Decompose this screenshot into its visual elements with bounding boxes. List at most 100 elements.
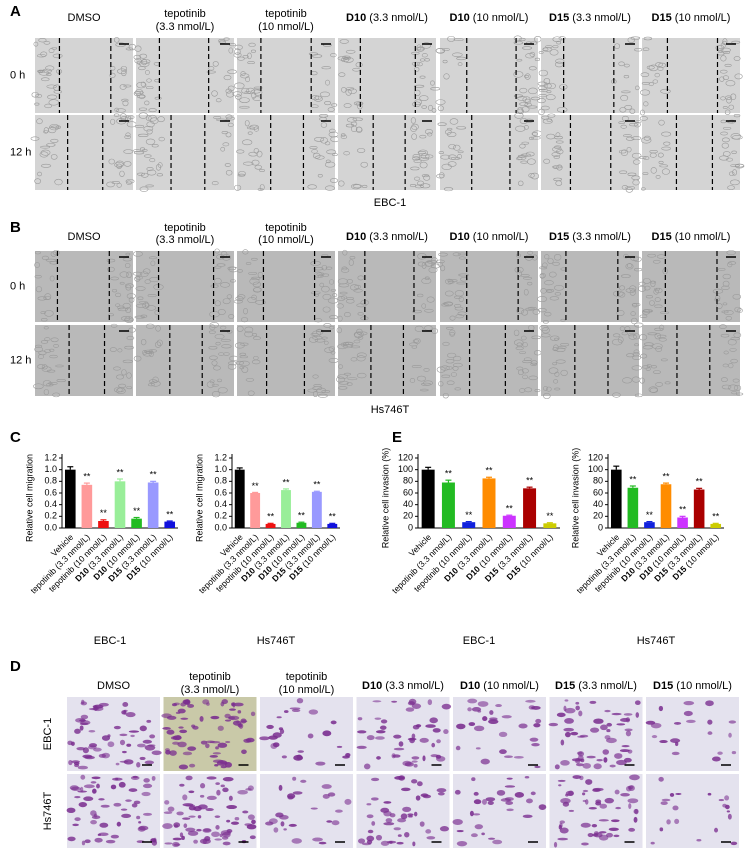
cell [733, 114, 741, 118]
stained-cell [660, 801, 668, 806]
cell [513, 71, 524, 78]
cell [661, 146, 672, 151]
cell [444, 290, 454, 297]
cell [445, 278, 454, 285]
row-label: 12 h [10, 354, 31, 366]
stained-cell [246, 824, 257, 830]
cell [355, 62, 363, 68]
stained-cell [400, 813, 408, 820]
cell [251, 257, 258, 261]
cell [241, 366, 249, 373]
cell [340, 133, 346, 137]
cell [337, 374, 348, 379]
cell [722, 151, 731, 157]
cell [521, 141, 530, 145]
cell [517, 108, 525, 115]
cell [38, 70, 50, 76]
stained-cell [413, 811, 418, 817]
cell [435, 259, 445, 264]
stained-cell [250, 711, 256, 717]
cell [425, 260, 433, 267]
column-header: D10 (10 nmol/L) [460, 680, 539, 692]
stained-cell [481, 832, 485, 836]
stained-cell [98, 798, 105, 801]
stained-cell [522, 814, 533, 818]
cell [315, 155, 325, 160]
cell [729, 348, 737, 352]
cell [524, 387, 533, 393]
cell [731, 391, 738, 395]
significance: ** [133, 506, 141, 516]
cell [733, 56, 741, 61]
stained-cell [411, 779, 418, 784]
cell [446, 380, 455, 385]
stained-cell [499, 749, 507, 755]
cell [353, 331, 364, 338]
stained-cell [80, 774, 86, 780]
stained-cell [234, 817, 240, 821]
cell [716, 303, 723, 309]
stained-cell [196, 828, 202, 832]
bar [543, 523, 557, 528]
stained-cell [580, 758, 585, 763]
cell [140, 59, 151, 64]
cell [155, 341, 162, 348]
stained-cell [556, 712, 566, 718]
stained-cell [90, 819, 97, 825]
cell [323, 323, 332, 328]
stained-cell [606, 729, 611, 733]
cell [552, 362, 557, 366]
cell [527, 281, 533, 286]
stained-cell [125, 711, 136, 718]
cell [135, 303, 147, 308]
cell [630, 311, 636, 316]
cell [140, 338, 147, 346]
cell [118, 383, 127, 388]
stained-cell [436, 788, 447, 793]
stained-cell [214, 763, 219, 767]
error-bar [252, 491, 259, 494]
stained-cell [68, 759, 73, 766]
stained-cell [66, 807, 76, 814]
stained-cell [614, 789, 620, 795]
cell [116, 374, 124, 380]
cell [436, 366, 446, 373]
cell [53, 343, 59, 348]
error-bar [629, 485, 636, 488]
stained-cell [604, 709, 611, 713]
stained-cell [572, 775, 582, 779]
cell [454, 387, 462, 391]
stained-cell [731, 751, 737, 755]
cell [556, 106, 568, 113]
cell [539, 273, 545, 279]
cell [626, 353, 635, 358]
stained-cell [356, 745, 367, 749]
stained-cell [375, 730, 386, 734]
stained-cell [326, 820, 333, 823]
stained-cell [164, 800, 170, 805]
cell [419, 134, 427, 139]
cell [523, 74, 530, 78]
stained-cell [116, 821, 122, 827]
column-header: D15 (3.3 nmol/L) [555, 680, 637, 692]
stained-cell [172, 841, 180, 848]
cell [627, 263, 633, 269]
cell [457, 62, 463, 66]
significance: ** [465, 510, 473, 520]
stained-cell [291, 838, 302, 844]
stained-cell [199, 794, 205, 798]
cell [411, 133, 418, 140]
stained-cell [616, 759, 627, 766]
cell [653, 289, 659, 295]
cell [54, 178, 63, 186]
cell [555, 132, 561, 138]
stained-cell [534, 765, 541, 769]
stained-cell [670, 738, 681, 743]
cell [215, 341, 221, 346]
cell [144, 100, 150, 106]
cell [438, 252, 448, 257]
cell [530, 362, 538, 366]
cell [442, 59, 448, 64]
stained-cell [180, 717, 189, 720]
column-header: D10 (3.3 nmol/L) [346, 12, 428, 24]
